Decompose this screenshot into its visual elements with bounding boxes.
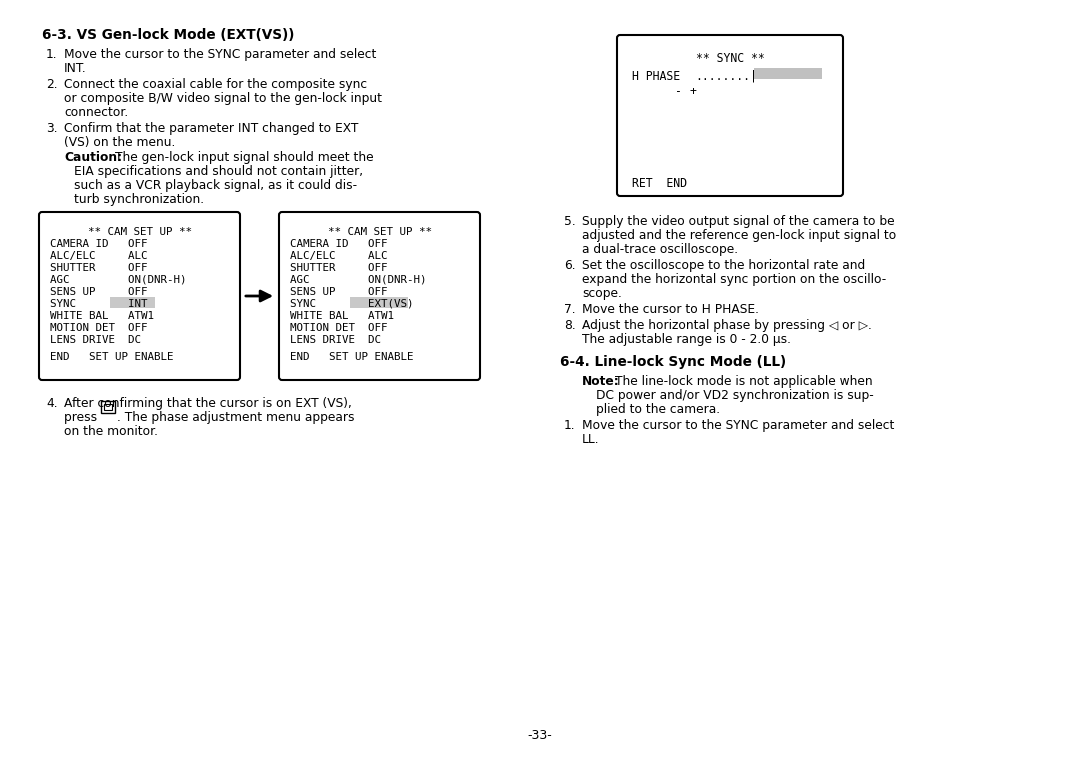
- Text: The adjustable range is 0 - 2.0 μs.: The adjustable range is 0 - 2.0 μs.: [582, 333, 791, 346]
- Text: -: -: [675, 85, 681, 98]
- FancyBboxPatch shape: [39, 212, 240, 380]
- Text: plied to the camera.: plied to the camera.: [596, 403, 720, 416]
- Text: such as a VCR playback signal, as it could dis-: such as a VCR playback signal, as it cou…: [75, 179, 357, 192]
- FancyBboxPatch shape: [100, 400, 114, 412]
- Text: LENS DRIVE  DC: LENS DRIVE DC: [291, 335, 381, 345]
- Text: connector.: connector.: [64, 106, 129, 119]
- Text: 7.: 7.: [564, 303, 576, 316]
- FancyBboxPatch shape: [617, 35, 843, 196]
- Text: Adjust the horizontal phase by pressing ◁ or ▷.: Adjust the horizontal phase by pressing …: [582, 319, 872, 332]
- Text: -33-: -33-: [528, 729, 552, 742]
- Text: MOTION DET  OFF: MOTION DET OFF: [50, 323, 148, 333]
- Text: H PHASE: H PHASE: [632, 70, 680, 83]
- Text: SHUTTER     OFF: SHUTTER OFF: [50, 263, 148, 273]
- Text: RET  END: RET END: [632, 177, 687, 190]
- FancyBboxPatch shape: [279, 212, 480, 380]
- Text: After confirming that the cursor is on EXT (VS),: After confirming that the cursor is on E…: [64, 397, 352, 410]
- Text: a dual-trace oscilloscope.: a dual-trace oscilloscope.: [582, 243, 738, 256]
- Text: Caution:: Caution:: [64, 151, 122, 164]
- Text: END   SET UP ENABLE: END SET UP ENABLE: [291, 352, 414, 362]
- Text: ** CAM SET UP **: ** CAM SET UP **: [327, 227, 432, 237]
- Text: . The phase adjustment menu appears: . The phase adjustment menu appears: [117, 411, 354, 424]
- Text: 1.: 1.: [564, 419, 576, 432]
- Text: 8.: 8.: [564, 319, 576, 332]
- Text: SHUTTER     OFF: SHUTTER OFF: [291, 263, 388, 273]
- Text: ALC/ELC     ALC: ALC/ELC ALC: [291, 251, 388, 261]
- Bar: [110, 297, 156, 308]
- Text: AGC         ON(DNR-H): AGC ON(DNR-H): [50, 275, 187, 285]
- Text: on the monitor.: on the monitor.: [64, 425, 158, 438]
- Bar: [104, 403, 111, 409]
- Text: ........|: ........|: [696, 70, 757, 83]
- Text: ALC/ELC     ALC: ALC/ELC ALC: [50, 251, 148, 261]
- Text: 6-3. VS Gen-lock Mode (EXT(VS)): 6-3. VS Gen-lock Mode (EXT(VS)): [42, 28, 295, 42]
- Text: The gen-lock input signal should meet the: The gen-lock input signal should meet th…: [114, 151, 374, 164]
- Text: SENS UP     OFF: SENS UP OFF: [291, 287, 388, 297]
- Text: ** CAM SET UP **: ** CAM SET UP **: [87, 227, 191, 237]
- Text: CAMERA ID   OFF: CAMERA ID OFF: [50, 239, 148, 249]
- Text: Confirm that the parameter INT changed to EXT: Confirm that the parameter INT changed t…: [64, 122, 359, 135]
- Text: Move the cursor to H PHASE.: Move the cursor to H PHASE.: [582, 303, 759, 316]
- Text: 6-4. Line-lock Sync Mode (LL): 6-4. Line-lock Sync Mode (LL): [561, 355, 786, 369]
- Text: The line-lock mode is not applicable when: The line-lock mode is not applicable whe…: [615, 375, 873, 388]
- Text: ** SYNC **: ** SYNC **: [696, 52, 765, 65]
- Text: SYNC        EXT(VS): SYNC EXT(VS): [291, 299, 414, 309]
- Text: 4.: 4.: [46, 397, 57, 410]
- Text: LL.: LL.: [582, 433, 599, 446]
- Text: adjusted and the reference gen-lock input signal to: adjusted and the reference gen-lock inpu…: [582, 229, 896, 242]
- Text: WHITE BAL   ATW1: WHITE BAL ATW1: [50, 311, 154, 321]
- Text: 1.: 1.: [46, 48, 57, 61]
- Text: END   SET UP ENABLE: END SET UP ENABLE: [50, 352, 174, 362]
- Text: 2.: 2.: [46, 78, 57, 91]
- Text: WHITE BAL   ATW1: WHITE BAL ATW1: [291, 311, 394, 321]
- Bar: [350, 297, 408, 308]
- Bar: [754, 68, 822, 79]
- Text: SYNC        INT: SYNC INT: [50, 299, 148, 309]
- Text: 3.: 3.: [46, 122, 57, 135]
- Text: Connect the coaxial cable for the composite sync: Connect the coaxial cable for the compos…: [64, 78, 367, 91]
- Text: 5.: 5.: [564, 215, 576, 228]
- Text: press: press: [64, 411, 102, 424]
- Text: expand the horizontal sync portion on the oscillo-: expand the horizontal sync portion on th…: [582, 273, 887, 286]
- Text: Move the cursor to the SYNC parameter and select: Move the cursor to the SYNC parameter an…: [582, 419, 894, 432]
- Text: +: +: [690, 85, 697, 98]
- Text: INT.: INT.: [64, 62, 86, 75]
- Text: Move the cursor to the SYNC parameter and select: Move the cursor to the SYNC parameter an…: [64, 48, 376, 61]
- Text: Supply the video output signal of the camera to be: Supply the video output signal of the ca…: [582, 215, 894, 228]
- Text: turb synchronization.: turb synchronization.: [75, 193, 204, 206]
- Text: LENS DRIVE  DC: LENS DRIVE DC: [50, 335, 141, 345]
- Text: Note:: Note:: [582, 375, 620, 388]
- Text: DC power and/or VD2 synchronization is sup-: DC power and/or VD2 synchronization is s…: [596, 389, 874, 402]
- Text: Set the oscilloscope to the horizontal rate and: Set the oscilloscope to the horizontal r…: [582, 259, 865, 272]
- Text: MOTION DET  OFF: MOTION DET OFF: [291, 323, 388, 333]
- Text: scope.: scope.: [582, 287, 622, 300]
- Text: AGC         ON(DNR-H): AGC ON(DNR-H): [291, 275, 427, 285]
- Text: CAMERA ID   OFF: CAMERA ID OFF: [291, 239, 388, 249]
- Text: EIA specifications and should not contain jitter,: EIA specifications and should not contai…: [75, 165, 363, 178]
- Text: SENS UP     OFF: SENS UP OFF: [50, 287, 148, 297]
- Text: (VS) on the menu.: (VS) on the menu.: [64, 136, 175, 149]
- Text: or composite B/W video signal to the gen-lock input: or composite B/W video signal to the gen…: [64, 92, 382, 105]
- Text: 6.: 6.: [564, 259, 576, 272]
